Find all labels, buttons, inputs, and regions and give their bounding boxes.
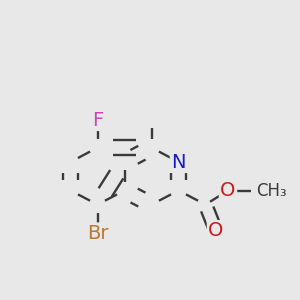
Text: O: O [220, 181, 236, 200]
Text: N: N [171, 152, 186, 172]
Text: F: F [92, 110, 103, 130]
Text: Br: Br [87, 224, 108, 243]
Text: O: O [208, 221, 224, 241]
Text: CH₃: CH₃ [256, 182, 287, 200]
